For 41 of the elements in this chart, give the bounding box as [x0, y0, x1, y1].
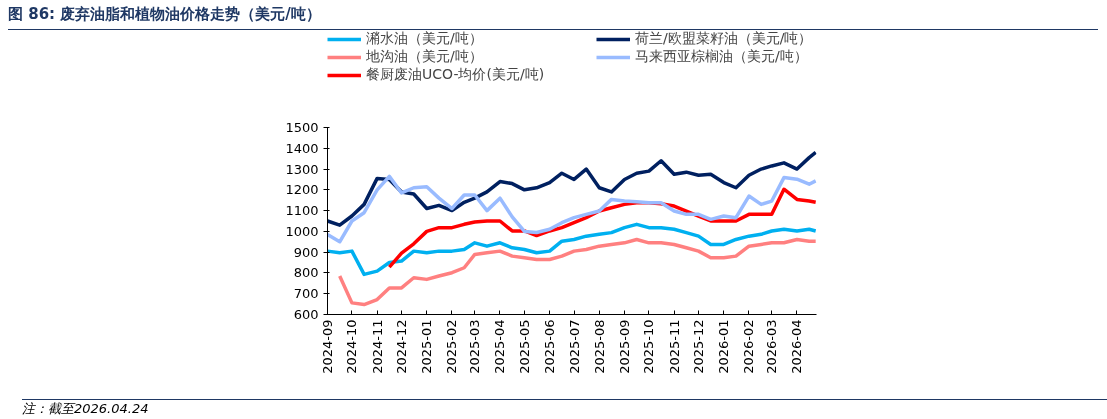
- x-tick-label: 2024-09: [320, 319, 335, 374]
- x-tick-label: 2025-09: [616, 319, 632, 374]
- y-tick-label: 1300: [285, 161, 319, 177]
- legend-label: 潲水油（美元/吨）: [366, 30, 484, 48]
- y-tick-label: 1500: [285, 120, 319, 135]
- x-tick-label: 2025-07: [566, 319, 582, 374]
- x-tick-label: 2025-05: [516, 319, 532, 374]
- y-tick-label: 900: [293, 244, 319, 260]
- x-tick-label: 2025-01: [419, 319, 435, 374]
- x-tick-label: 2026-01: [716, 319, 732, 374]
- legend-label: 地沟油（美元/吨）: [366, 48, 484, 66]
- x-tick-label: 2026-02: [741, 319, 757, 374]
- line-series: [327, 150, 817, 227]
- x-tick-label: 2025-06: [542, 319, 558, 374]
- y-tick-label: 600: [293, 307, 319, 322]
- y-tick-label: 1200: [285, 182, 319, 198]
- x-tick-label: 2024-12: [394, 319, 410, 374]
- x-tick-label: 2025-08: [591, 319, 607, 374]
- y-tick-label: 1100: [285, 203, 319, 219]
- x-tick-label: 2026-04: [789, 319, 805, 374]
- x-tick-label: 2025-10: [641, 319, 657, 374]
- line-series: [337, 237, 817, 307]
- x-tick-label: 2025-04: [492, 319, 508, 374]
- y-tick-label: 800: [293, 265, 319, 281]
- y-tick-label: 700: [293, 286, 319, 302]
- text: 注：截至2026.04.24: [22, 400, 149, 418]
- x-tick-label: 2025-03: [467, 319, 483, 374]
- y-tick-label: 1400: [285, 140, 319, 156]
- x-tick-label: 2025-02: [444, 319, 460, 374]
- x-tick-label: 2025-11: [666, 319, 682, 374]
- legend-label: 马来西亚棕榈油（美元/吨）: [635, 48, 809, 66]
- legend-label: 荷兰/欧盟菜籽油（美元/吨）: [635, 30, 814, 48]
- line-series: [327, 174, 817, 244]
- line-series: [327, 222, 817, 277]
- legend-label: 餐厨废油UCO-均价(美元/吨): [366, 66, 546, 84]
- x-tick-label: 2026-03: [764, 319, 780, 374]
- x-tick-label: 2024-11: [369, 319, 385, 374]
- text: 图 86: 废弃油脂和植物油价格走势（美元/吨）: [8, 4, 321, 25]
- x-tick-label: 2024-10: [344, 319, 360, 374]
- x-tick-label: 2025-12: [691, 319, 707, 374]
- y-tick-label: 1000: [285, 223, 319, 239]
